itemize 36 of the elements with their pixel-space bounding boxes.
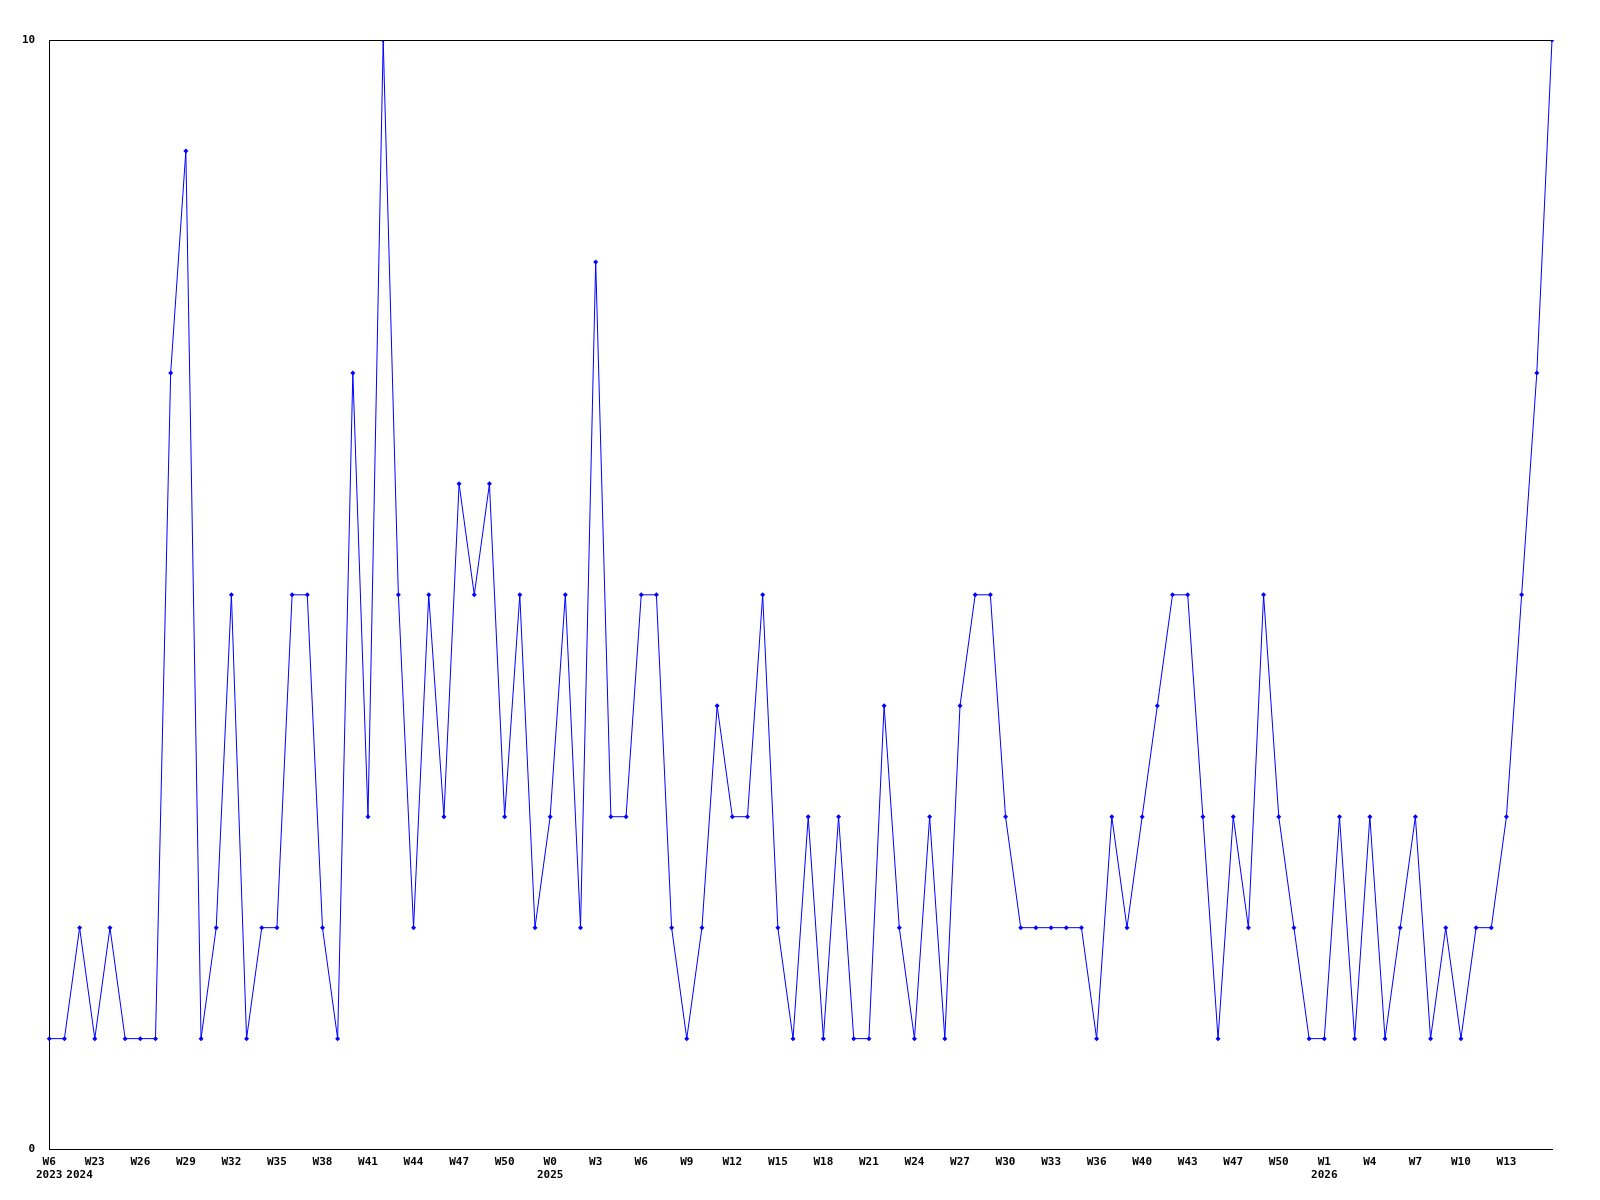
x-tick-label: W9 [680, 1155, 694, 1169]
x-tick-label: W36 [1086, 1155, 1107, 1169]
x-tick-label: W44 [403, 1155, 424, 1169]
x-tick-label: W38 [312, 1155, 333, 1169]
x-tick-label: W26 [130, 1155, 151, 1169]
x-tick-label: W29 [175, 1155, 196, 1169]
x-tick-label: 2024 [66, 1168, 94, 1182]
x-tick-label: W33 [1041, 1155, 1062, 1169]
x-tick-label: W50 [1268, 1155, 1289, 1169]
x-tick-label: W10 [1450, 1155, 1471, 1169]
x-tick-label: W13 [1496, 1155, 1517, 1169]
y-tick-label: 10 [22, 32, 36, 46]
x-tick-label: W35 [267, 1155, 287, 1169]
x-tick-label: W47 [449, 1155, 470, 1169]
x-tick-label: W4 [1363, 1155, 1377, 1169]
x-tick-label: W32 [221, 1155, 242, 1169]
x-tick-label: W18 [813, 1155, 834, 1169]
x-tick-label: W47 [1223, 1155, 1244, 1169]
x-tick-label: W50 [494, 1155, 515, 1169]
x-tick-label: W6 [634, 1155, 649, 1169]
x-tick-label: W21 [858, 1155, 880, 1169]
x-tick-label: W24 [904, 1155, 925, 1169]
x-tick-label: W7 [1408, 1155, 1423, 1169]
x-tick-label: W15 [767, 1155, 788, 1169]
x-tick-label: W12 [722, 1155, 743, 1169]
x-tick-label: W3 [589, 1155, 603, 1169]
x-tick-label: W27 [950, 1155, 970, 1169]
y-tick-label: 0 [28, 1142, 36, 1156]
x-tick-label: W6 2023 [36, 1155, 63, 1182]
x-tick-label: W23 [84, 1155, 105, 1169]
x-tick-label: W41 [358, 1155, 379, 1169]
x-tick-label: W1 2026 [1311, 1155, 1338, 1182]
x-tick-label: W30 [995, 1155, 1016, 1169]
x-tick-label: W43 [1177, 1155, 1198, 1169]
x-tick-label: W0 2025 [536, 1155, 564, 1182]
x-tick-label: W40 [1132, 1155, 1153, 1169]
